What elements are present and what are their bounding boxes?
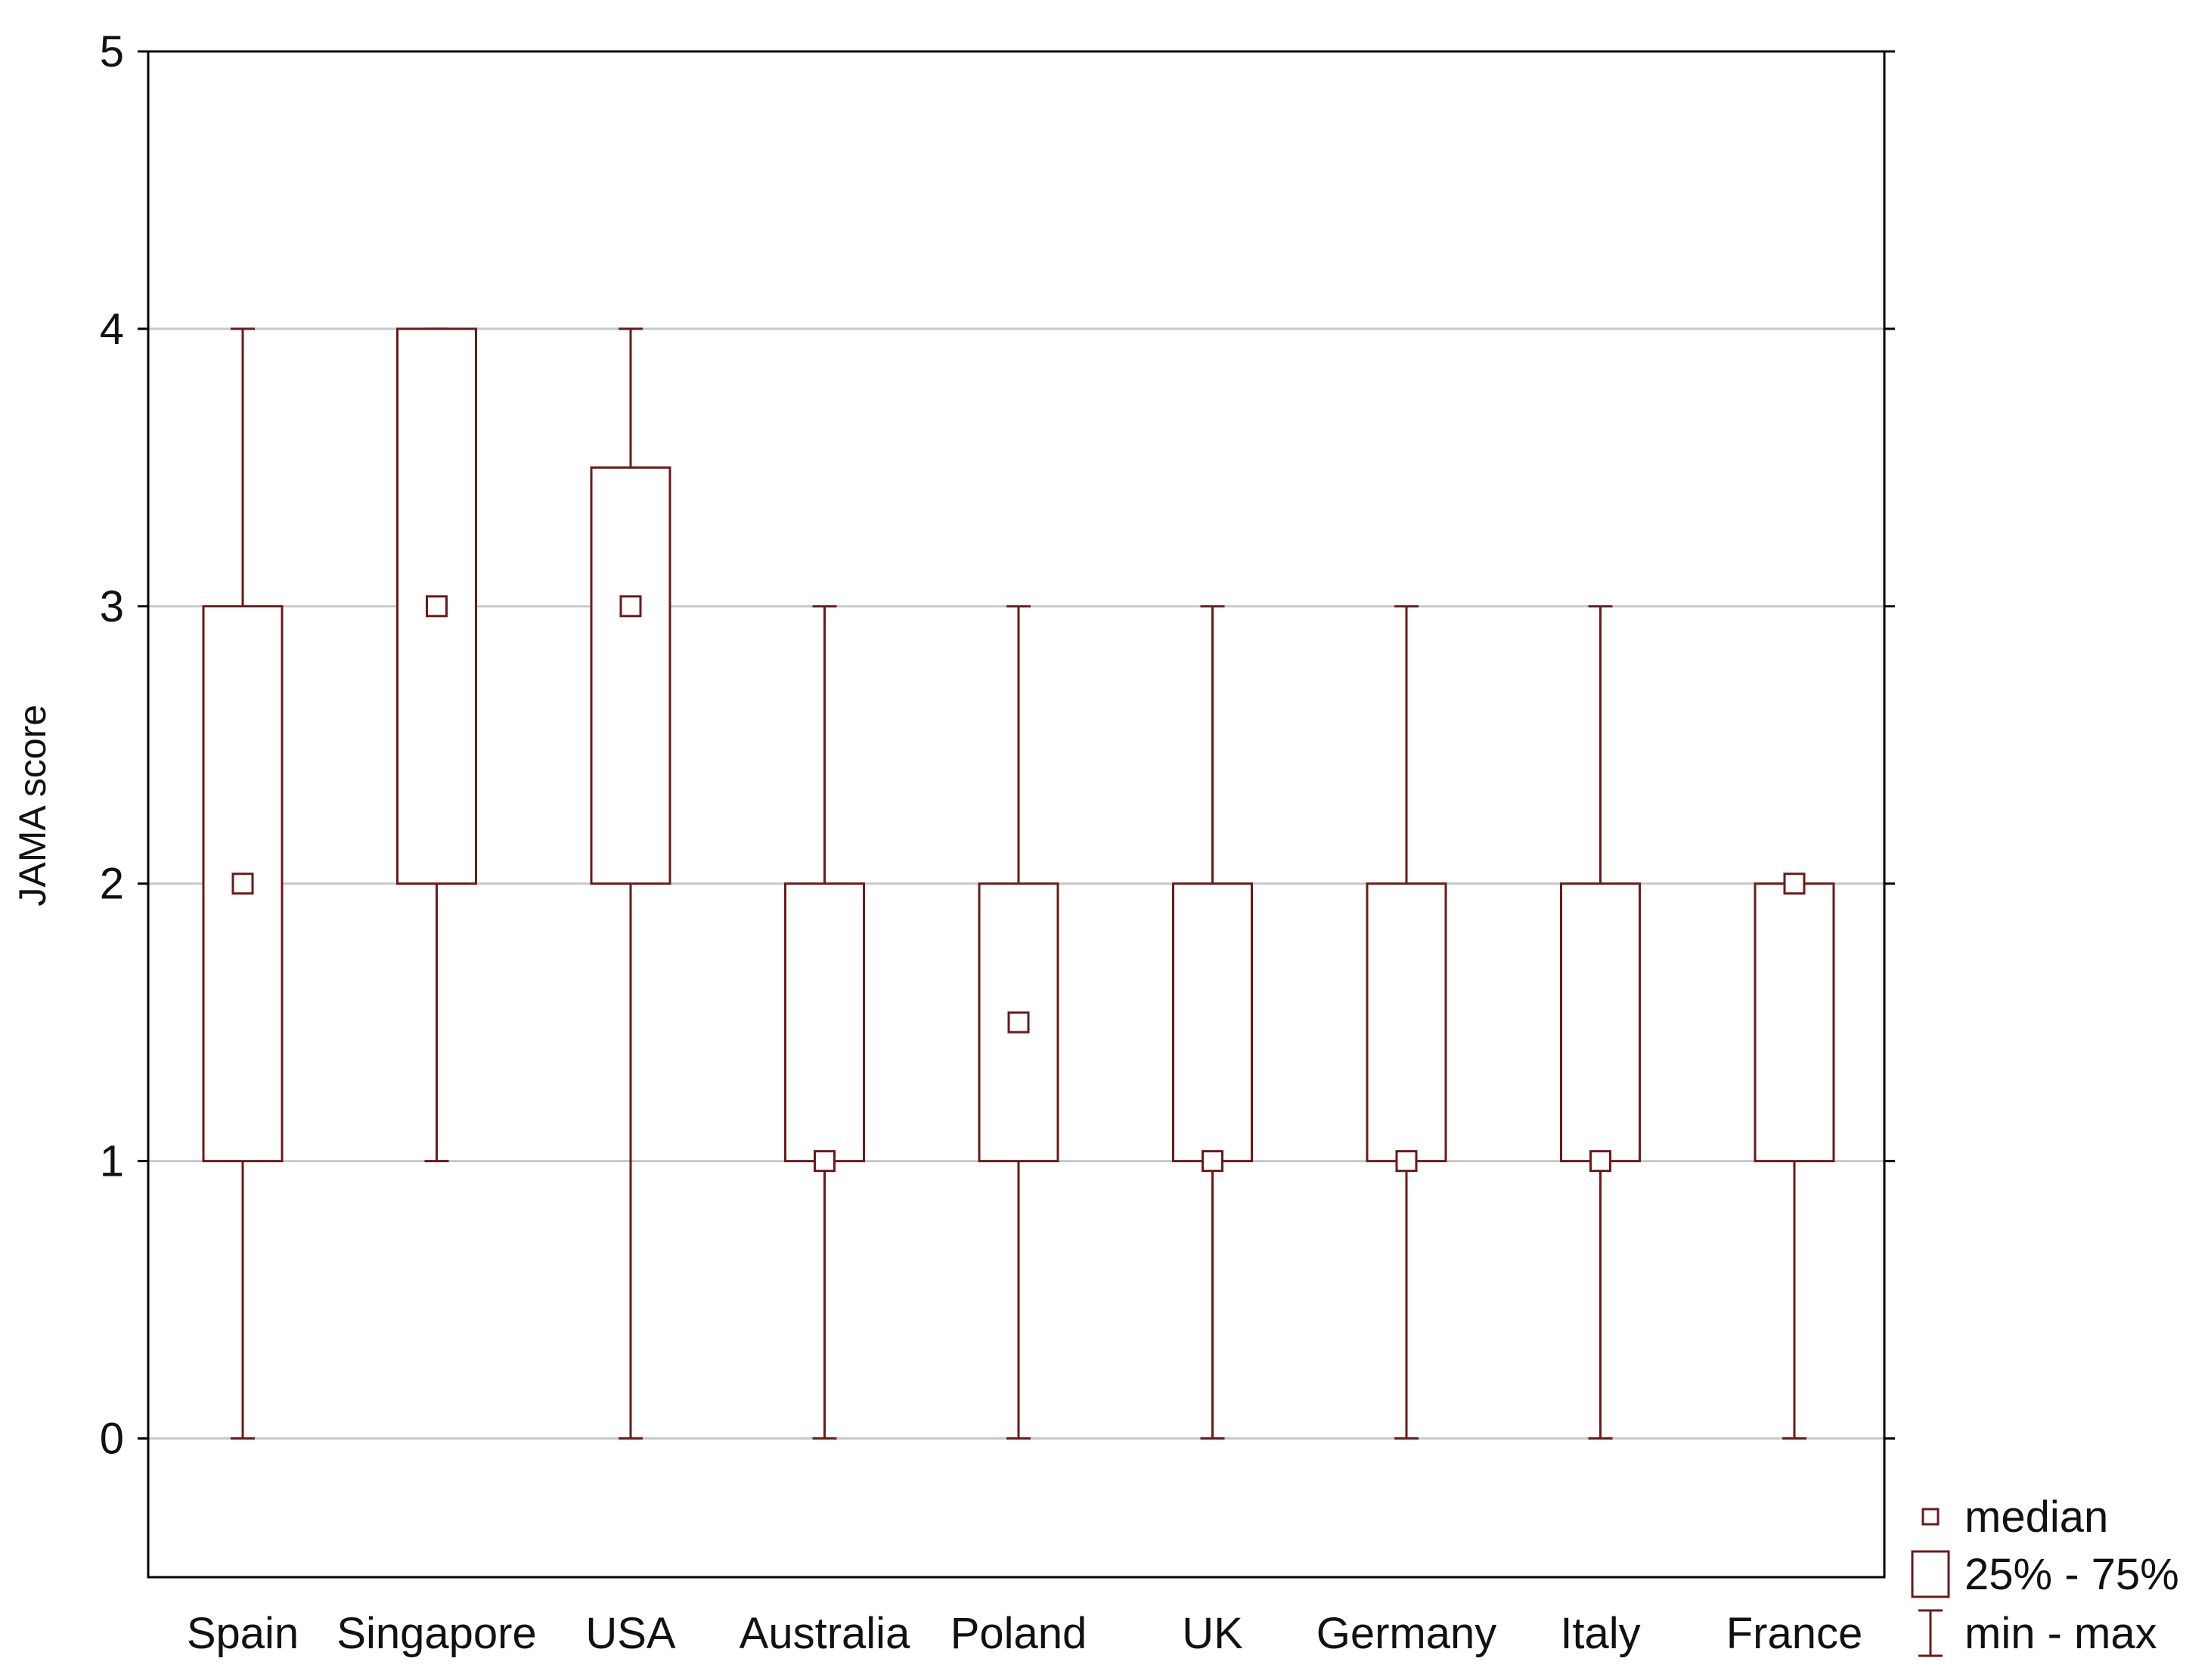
x-category-label: UK [1182, 1609, 1243, 1658]
x-category-label: Singapore [336, 1609, 536, 1658]
iqr-box [1754, 882, 1835, 1163]
median-marker [619, 595, 642, 618]
x-category-label: France [1726, 1609, 1863, 1658]
y-tick-label: 0 [100, 1415, 124, 1464]
median-marker [1007, 1011, 1030, 1034]
x-category-label: Australia [740, 1609, 910, 1658]
median-marker [814, 1150, 836, 1173]
box-france [1754, 873, 1835, 1440]
box-italy [1560, 605, 1641, 1440]
iqr-box [1172, 882, 1253, 1163]
median-marker [1395, 1150, 1418, 1173]
iqr-box [784, 882, 865, 1163]
x-category-label: Italy [1560, 1609, 1640, 1658]
legend: median 25% - 75% min - max [1911, 1492, 2179, 1658]
legend-item-median-marker: median [1921, 1492, 2108, 1542]
box-spain [202, 327, 284, 1440]
boxes [202, 327, 1835, 1440]
y-axis-label: JAMA score [11, 705, 54, 907]
plot-frame [147, 50, 1886, 1579]
y-tick-label: 5 [100, 27, 124, 76]
median-marker [1202, 1150, 1223, 1173]
x-category-label: Spain [187, 1609, 299, 1658]
y-tick-label: 4 [100, 305, 124, 354]
legend-median-symbol [1921, 1508, 1940, 1526]
box-usa [590, 327, 671, 1440]
box-germany [1366, 605, 1447, 1440]
legend-label: min - max [1964, 1609, 2157, 1658]
x-category-label: Germany [1316, 1609, 1497, 1658]
x-category-label: Poland [950, 1609, 1087, 1658]
x-axis-category-labels: Spain Singapore USA Australia Poland UK German… [187, 1609, 1862, 1658]
legend-item-whisker: min - max [1918, 1609, 2157, 1658]
box-uk [1172, 605, 1253, 1440]
y-tick-label: 3 [100, 582, 124, 631]
median-marker [1589, 1150, 1611, 1173]
y-tick-label: 2 [100, 860, 124, 909]
median-marker [1783, 873, 1806, 895]
y-axis-ticks: 0 1 2 3 4 5 [100, 27, 1895, 1464]
legend-box-symbol [1911, 1550, 1950, 1598]
iqr-box [590, 466, 671, 885]
box-australia [784, 605, 865, 1440]
y-tick-label: 1 [100, 1137, 124, 1186]
iqr-box [1560, 882, 1641, 1163]
legend-item-box: 25% - 75% [1911, 1550, 2179, 1599]
median-marker [426, 595, 448, 618]
x-category-label: USA [585, 1609, 676, 1658]
median-marker [231, 873, 254, 895]
legend-label: median [1964, 1492, 2108, 1542]
legend-label: 25% - 75% [1964, 1550, 2179, 1599]
box-poland [978, 605, 1059, 1440]
iqr-box [1366, 882, 1447, 1163]
box-singapore [396, 327, 477, 1163]
